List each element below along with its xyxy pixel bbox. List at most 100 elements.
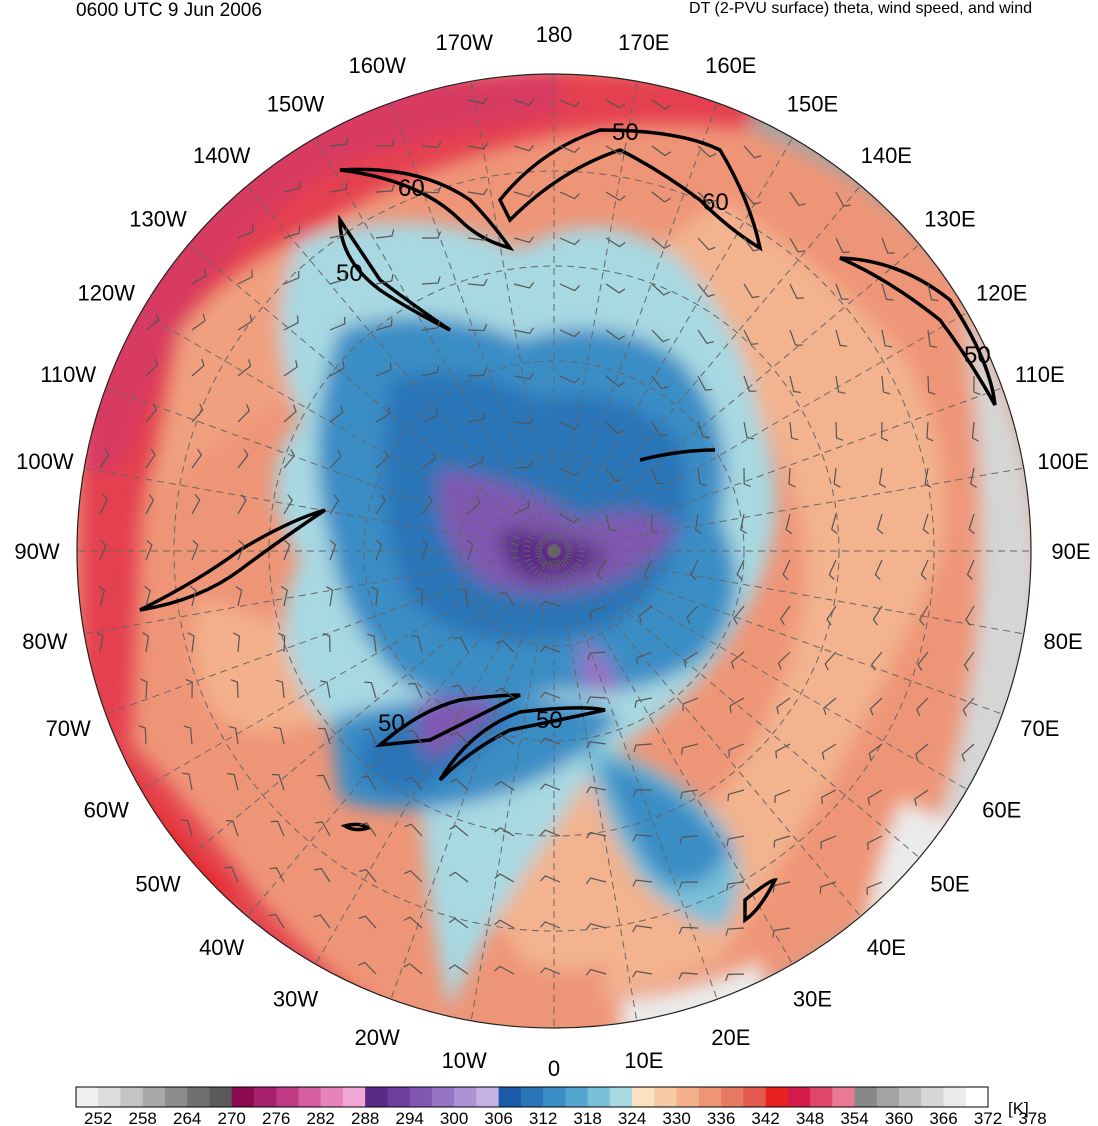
wind-barb <box>280 585 288 607</box>
wind-barb <box>926 421 934 442</box>
wind-barb <box>403 962 423 975</box>
wind-barb <box>140 678 148 699</box>
wind-barb <box>329 227 348 239</box>
longitude-label: 60W <box>84 798 129 823</box>
wind-barb <box>145 403 158 423</box>
wind-barb <box>869 697 883 716</box>
valid-time-title: 0600 UTC 9 Jun 2006 <box>76 0 262 21</box>
latitude-circle <box>173 170 935 932</box>
colorbar-frame <box>75 1086 989 1108</box>
jet-contour-bering <box>497 128 763 252</box>
longitude-label: 130W <box>129 207 187 232</box>
longitude-label: 70E <box>1020 716 1059 741</box>
wind-barb <box>404 823 423 837</box>
longitude-label: 80W <box>22 629 67 654</box>
wind-barb <box>513 372 534 380</box>
jet-contour-siberia <box>639 448 716 462</box>
wind-barb <box>775 743 791 759</box>
wind-barb <box>362 728 377 745</box>
wind-barb <box>971 421 979 442</box>
wind-barb <box>651 375 669 390</box>
wind-barb <box>360 775 377 791</box>
wind-barb <box>513 327 534 335</box>
colorbar-swatch <box>810 1087 833 1107</box>
wind-barb <box>788 467 796 488</box>
wind-barb <box>316 774 331 791</box>
colorbar-swatch <box>899 1087 922 1107</box>
wind-barb <box>283 494 293 515</box>
wind-barb <box>587 651 607 661</box>
wind-barb <box>283 181 301 193</box>
wind-barb <box>283 539 291 561</box>
wind-barb <box>632 834 653 842</box>
wind-barb <box>329 494 340 515</box>
longitude-label: 40E <box>867 935 906 960</box>
wind-barb <box>421 140 442 149</box>
wind-barb <box>191 494 201 515</box>
wind-barb <box>375 362 392 377</box>
meridian-line <box>140 550 555 790</box>
wind-barb <box>375 318 393 331</box>
longitude-label: 160E <box>705 53 756 78</box>
colorbar-swatch <box>698 1087 722 1107</box>
wind-barb <box>329 182 348 193</box>
wind-barb <box>513 500 530 515</box>
wind-barb <box>375 494 386 515</box>
meridian-line <box>553 550 718 1000</box>
wind-barb <box>467 454 484 469</box>
colorbar-tick-label: 288 <box>351 1109 379 1126</box>
wind-barb <box>833 467 841 488</box>
wind-barb <box>586 786 607 794</box>
colorbar-swatch <box>520 1087 544 1107</box>
wind-barb <box>605 191 626 202</box>
longitude-label: 90E <box>1051 539 1090 564</box>
colorbar-tick-label: 366 <box>929 1109 957 1126</box>
colorbar-tick-label: 264 <box>173 1109 201 1126</box>
contour-label: 50 <box>612 119 639 146</box>
wind-barb <box>326 586 334 607</box>
wind-barb <box>605 145 626 155</box>
wind-barb <box>772 881 791 893</box>
wind-barb <box>650 513 659 534</box>
contour-label: 60 <box>702 189 729 216</box>
wind-barb <box>881 283 894 301</box>
wind-barb <box>375 273 394 285</box>
wind-barb <box>651 191 671 203</box>
latitude-circle <box>363 360 745 742</box>
colorbar-swatch <box>965 1087 989 1107</box>
wind-barb <box>228 726 239 745</box>
wind-barb <box>866 835 883 851</box>
wind-barb <box>467 233 488 241</box>
wind-barb <box>375 229 395 239</box>
wind-barb <box>359 868 377 883</box>
wind-barb <box>421 495 433 515</box>
wind-barb <box>918 605 929 626</box>
colorbar-tick-label: 258 <box>129 1109 157 1126</box>
wind-barb <box>513 144 535 152</box>
colorbar-unit: [K] <box>1008 1099 1029 1118</box>
jet-contour-east-asia <box>839 256 997 406</box>
wind-barb <box>283 449 296 469</box>
wind-barb <box>772 927 791 938</box>
meridian-line <box>315 550 555 965</box>
contour-label: 50 <box>378 710 405 737</box>
longitude-label: 50W <box>135 871 180 896</box>
wind-barb <box>283 360 298 377</box>
colorbar-tick-label: 324 <box>618 1109 646 1126</box>
latitude-circle <box>268 265 840 837</box>
wind-barb <box>632 789 653 797</box>
meridian-line <box>553 550 861 917</box>
wind-barb <box>359 822 377 837</box>
wind-speed-contours <box>139 128 997 924</box>
meridian-line <box>553 467 1024 552</box>
wind-barb <box>539 967 561 975</box>
wind-barb <box>633 743 653 752</box>
wind-barb <box>498 591 515 607</box>
wind-barb <box>142 632 150 653</box>
wind-barb <box>789 329 803 346</box>
wind-barb <box>590 605 607 619</box>
longitude-label: 120E <box>976 281 1027 306</box>
wind-barb <box>638 605 653 623</box>
wind-barb <box>449 778 469 791</box>
wind-barb <box>329 539 337 561</box>
